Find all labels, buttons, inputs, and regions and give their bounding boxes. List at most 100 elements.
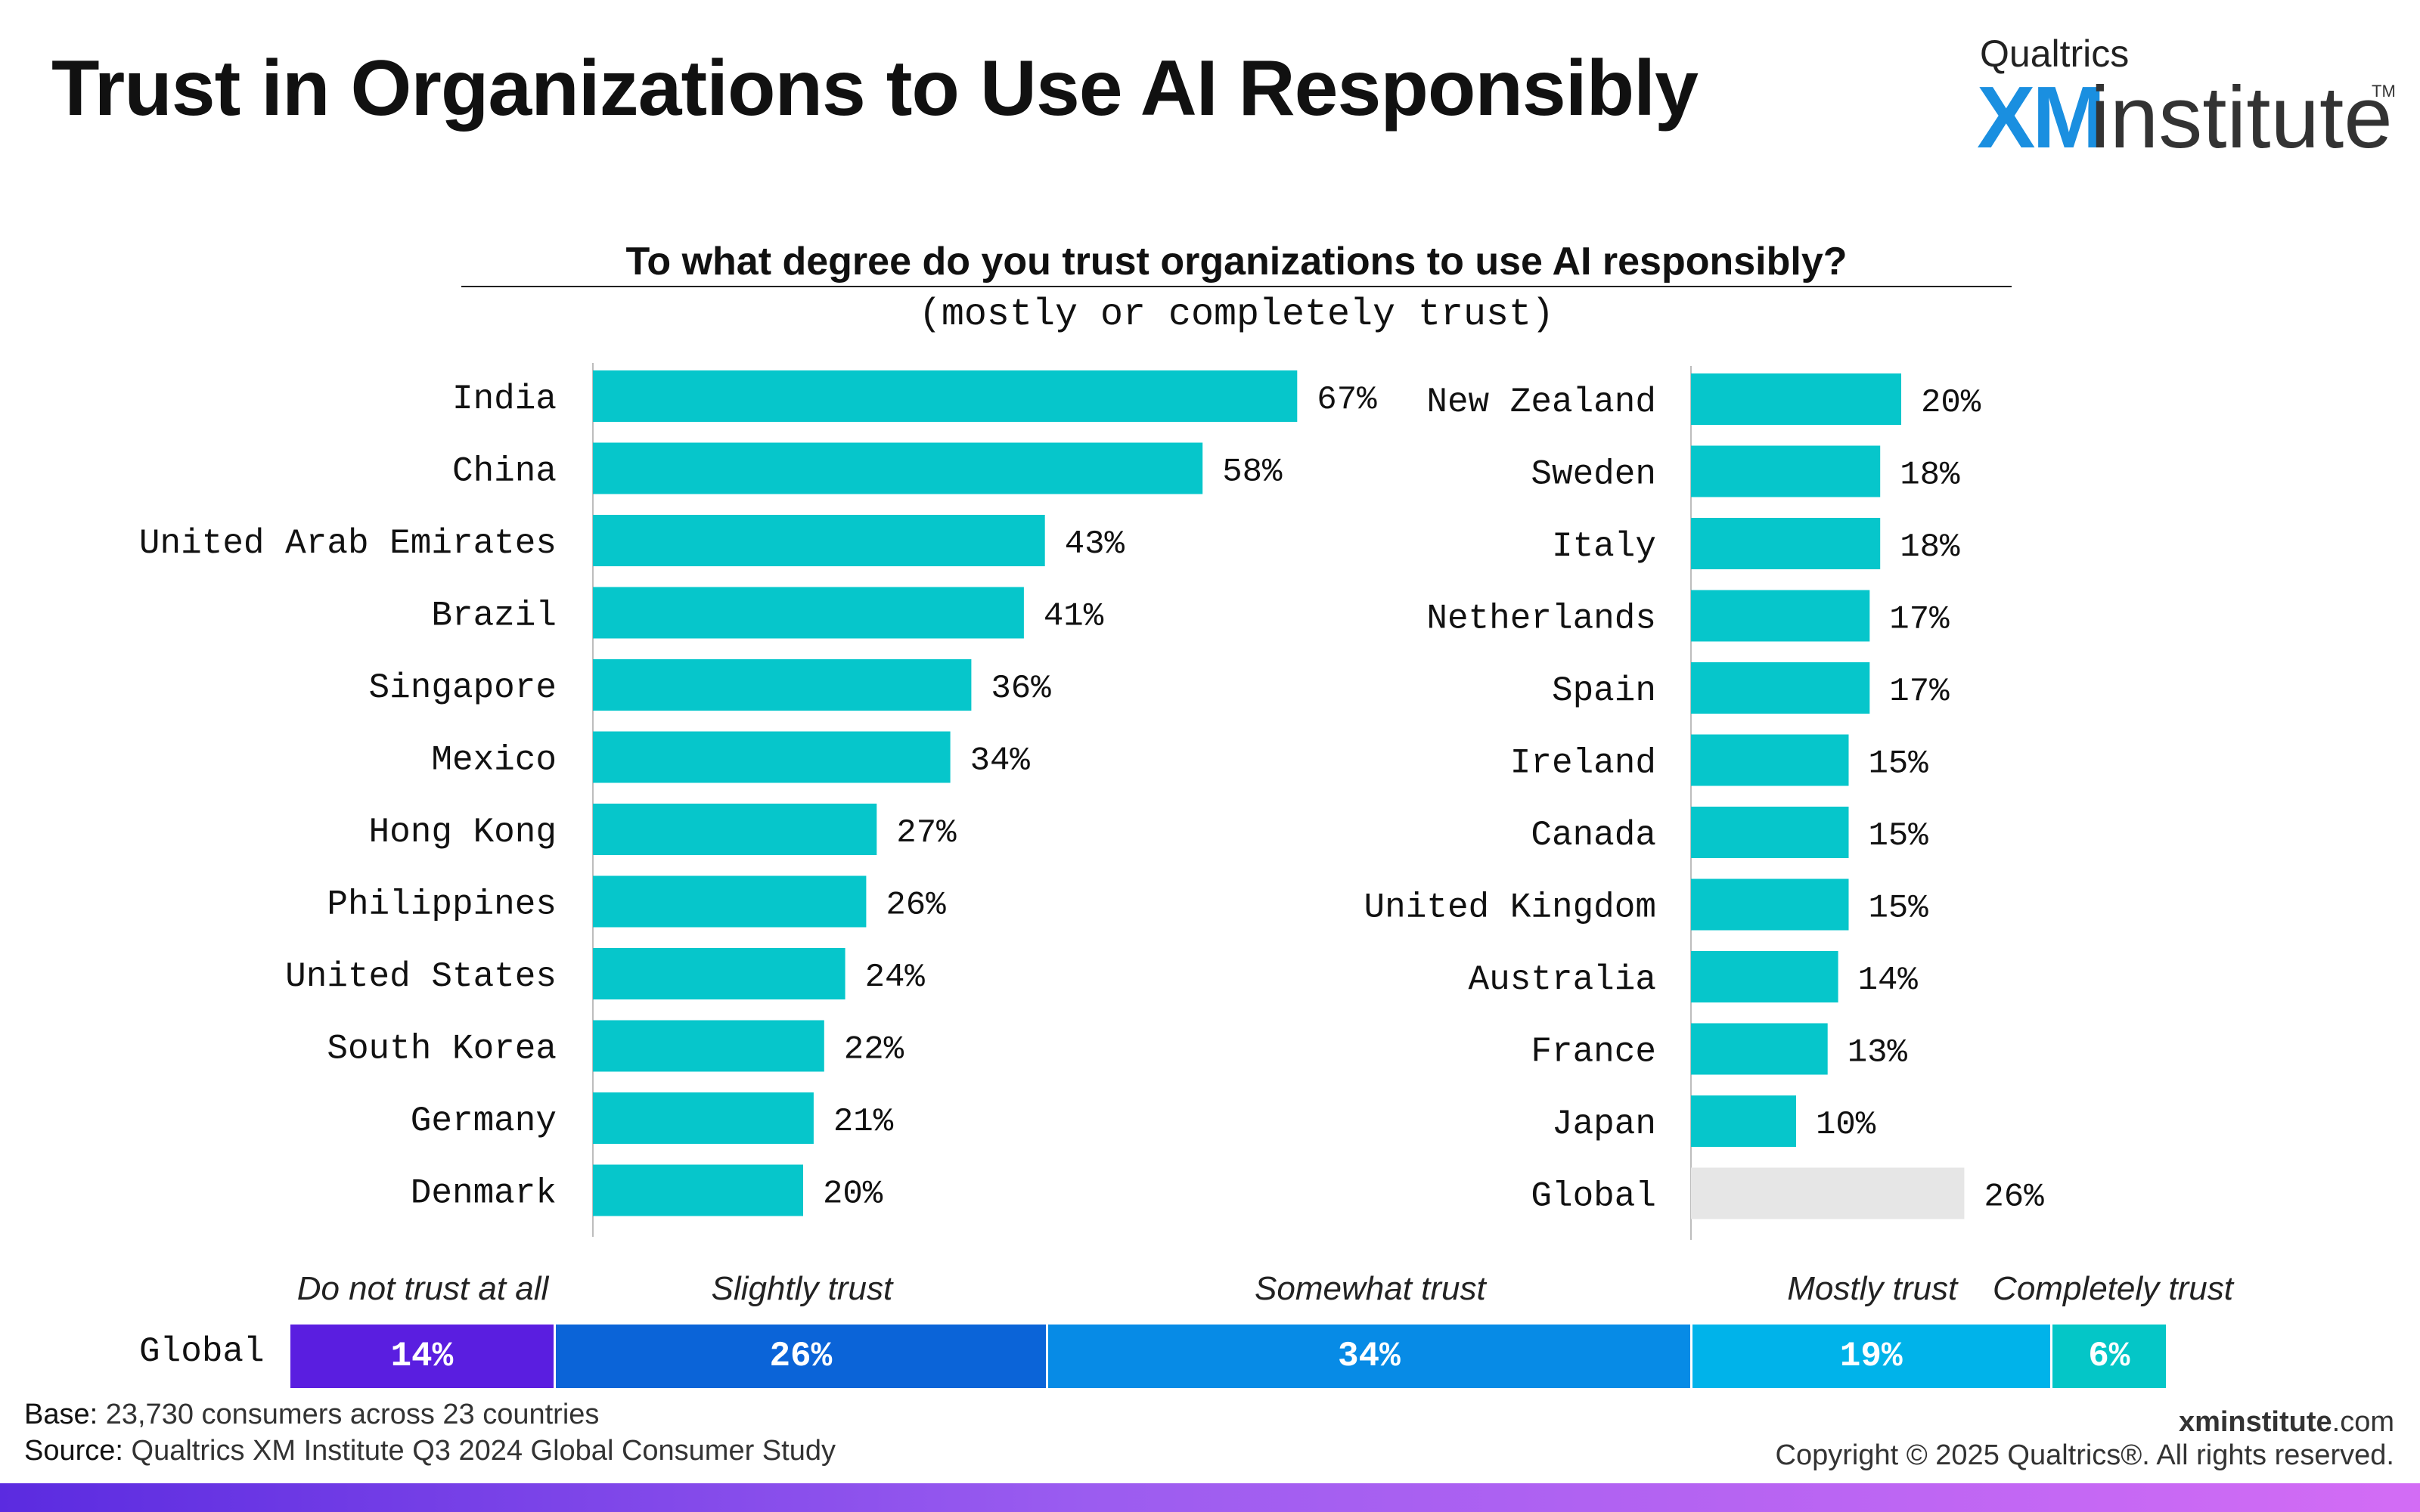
bar [593, 659, 972, 711]
bar-value-label: 67% [1317, 381, 1377, 419]
footer-source-label: Source: [24, 1435, 123, 1467]
bar-value-label: 20% [1921, 384, 1981, 422]
footer-base-label: Base: [24, 1399, 98, 1430]
footer-site: xminstitute.com [2179, 1406, 2394, 1439]
bar [593, 587, 1024, 639]
category-label: Denmark [411, 1174, 557, 1213]
footer-copyright: Copyright © 2025 Qualtrics®. All rights … [1775, 1439, 2394, 1471]
category-label: Japan [1552, 1105, 1656, 1144]
footer-site-rest: .com [2332, 1406, 2394, 1438]
footer-base: Base: 23,730 consumers across 23 countri… [24, 1399, 599, 1431]
bar-value-label: 15% [1869, 817, 1929, 855]
bar [1691, 1023, 1828, 1075]
footer-base-text: 23,730 consumers across 23 countries [105, 1399, 600, 1430]
bar-value-label: 18% [1900, 457, 1960, 494]
category-label: Canada [1531, 816, 1656, 855]
category-label: India [452, 380, 557, 419]
bar-value-label: 41% [1044, 598, 1104, 636]
bar [1691, 951, 1838, 1002]
bar [1691, 1095, 1796, 1147]
bar [1691, 590, 1870, 642]
category-label: Singapore [369, 668, 557, 708]
page-title: Trust in Organizations to Use AI Respons… [51, 45, 1699, 132]
bar-value-label: 13% [1848, 1034, 1908, 1072]
bar [593, 1020, 824, 1072]
title-rule [461, 286, 2012, 287]
bar-value-label: 36% [991, 670, 1051, 708]
distribution-segment: 34% [1048, 1325, 1692, 1388]
bar [1691, 807, 1849, 858]
logo-tm: TM [2372, 82, 2396, 101]
logo-xm: XM [1977, 68, 2105, 166]
bar [593, 370, 1298, 422]
bar-value-label: 17% [1889, 601, 1950, 639]
distribution-category-label: Somewhat trust [1255, 1270, 1486, 1307]
distribution-category-label: Slightly trust [711, 1270, 893, 1307]
category-label: Sweden [1531, 455, 1656, 494]
chart-subtitle: (mostly or completely trust) [918, 293, 1555, 336]
category-label: China [452, 452, 557, 491]
category-label: Ireland [1510, 744, 1656, 783]
footer-site-bold: xminstitute [2178, 1406, 2332, 1438]
category-label: United States [285, 957, 557, 996]
footer-source-text: Qualtrics XM Institute Q3 2024 Global Co… [131, 1435, 836, 1467]
distribution-category-label: Completely trust [1993, 1270, 2233, 1307]
category-label: South Korea [327, 1030, 557, 1069]
bar-value-label: 26% [1984, 1179, 2044, 1216]
country-trust-bar-chart: India 67% China 58% United Arab Emirates 43% B… [139, 363, 2044, 1240]
bar-value-label: 58% [1222, 454, 1283, 491]
category-label: Hong Kong [369, 813, 557, 852]
distribution-category-label: Mostly trust [1787, 1270, 1958, 1307]
bar-value-label: 15% [1869, 890, 1929, 928]
category-label: Italy [1552, 527, 1656, 566]
bar-value-label: 21% [833, 1103, 894, 1141]
qualtrics-xm-institute-logo: Qualtrics XM institute TM [1977, 30, 2396, 166]
bar-value-label: 15% [1869, 745, 1929, 783]
logo-brand: Qualtrics [1980, 33, 2130, 75]
bar [1691, 662, 1870, 714]
bar [1691, 373, 1901, 425]
bar-value-label: 14% [1858, 962, 1919, 999]
bar [593, 804, 877, 855]
bottom-gradient-stripe [0, 1483, 2420, 1512]
bar [593, 1092, 814, 1144]
category-label: France [1531, 1033, 1656, 1072]
bar-value-label: 27% [896, 814, 957, 852]
category-label: New Zealand [1426, 383, 1656, 422]
bar [593, 875, 867, 928]
bar-value-label: 24% [865, 959, 926, 996]
bar [1691, 518, 1881, 569]
distribution-segment: 19% [1692, 1325, 2052, 1388]
bar [593, 948, 845, 999]
category-label: United Arab Emirates [139, 524, 557, 563]
bar [593, 442, 1203, 494]
bar [1691, 878, 1849, 931]
category-label: Global [1531, 1177, 1656, 1216]
bar-value-label: 10% [1816, 1106, 1876, 1144]
bar-value-label: 20% [823, 1176, 883, 1213]
distribution-row-label: Global [139, 1332, 265, 1371]
category-label: Germany [411, 1101, 557, 1141]
category-label: Brazil [431, 596, 557, 636]
logo-institute: institute [2090, 68, 2393, 166]
category-label: United Kingdom [1364, 888, 1656, 928]
bar [593, 1164, 803, 1216]
distribution-segment: 14% [290, 1325, 556, 1388]
category-label: Spain [1552, 671, 1656, 711]
chart-title: To what degree do you trust organization… [625, 240, 1848, 284]
bar-value-label: 18% [1900, 528, 1960, 566]
category-label: Mexico [431, 741, 557, 780]
bar [1691, 734, 1849, 786]
bar-value-label: 26% [886, 887, 946, 925]
footer-source: Source: Qualtrics XM Institute Q3 2024 G… [24, 1435, 836, 1467]
bar [1691, 445, 1881, 497]
category-label: Australia [1469, 960, 1656, 999]
bar [593, 515, 1045, 566]
bar [593, 731, 951, 783]
bar-value-label: 43% [1065, 525, 1125, 563]
distribution-segment: 6% [2052, 1325, 2166, 1388]
bar [1691, 1167, 1965, 1219]
bar-value-label: 34% [970, 742, 1031, 780]
distribution-category-label: Do not trust at all [296, 1270, 549, 1307]
bar-value-label: 22% [844, 1031, 904, 1069]
